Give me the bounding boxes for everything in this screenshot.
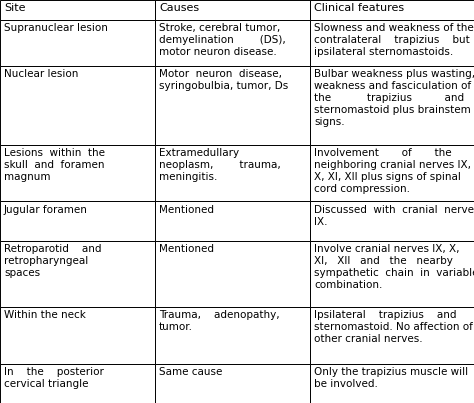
Bar [310,0,474,20]
Bar [155,364,310,403]
Bar [310,202,474,241]
Bar [155,145,310,202]
Text: Trauma,    adenopathy,
tumor.: Trauma, adenopathy, tumor. [159,310,280,332]
Text: Causes: Causes [159,3,199,13]
Text: Retroparotid    and
retropharyngeal
spaces: Retroparotid and retropharyngeal spaces [4,244,101,278]
Bar [0,307,155,364]
Text: Involvement       of       the
neighboring cranial nerves IX,
X, XI, XII plus si: Involvement of the neighboring cranial n… [314,148,471,194]
Text: In    the    posterior
cervical triangle: In the posterior cervical triangle [4,367,104,389]
Text: Extramedullary
neoplasm,        trauma,
meningitis.: Extramedullary neoplasm, trauma, meningi… [159,148,281,182]
Bar [0,0,155,20]
Bar [310,20,474,66]
Bar [155,20,310,66]
Bar [0,241,155,307]
Bar [310,241,474,307]
Text: Bulbar weakness plus wasting,
weakness and fasciculation of
the           trapiz: Bulbar weakness plus wasting, weakness a… [314,69,474,127]
Text: Within the neck: Within the neck [4,310,86,320]
Bar [0,66,155,145]
Text: Discussed  with  cranial  nerve
IX.: Discussed with cranial nerve IX. [314,205,474,227]
Bar [155,241,310,307]
Bar [0,364,155,403]
Text: Mentioned: Mentioned [159,205,214,215]
Text: Involve cranial nerves IX, X,
XI,   XII   and   the   nearby
sympathetic  chain : Involve cranial nerves IX, X, XI, XII an… [314,244,474,290]
Text: Motor  neuron  disease,
syringobulbia, tumor, Ds: Motor neuron disease, syringobulbia, tum… [159,69,288,91]
Text: Clinical features: Clinical features [314,3,404,13]
Bar [0,202,155,241]
Text: Only the trapizius muscle will
be involved.: Only the trapizius muscle will be involv… [314,367,468,389]
Bar [310,66,474,145]
Text: Lesions  within  the
skull  and  foramen
magnum: Lesions within the skull and foramen mag… [4,148,105,182]
Bar [310,364,474,403]
Text: Supranuclear lesion: Supranuclear lesion [4,23,108,33]
Bar [155,66,310,145]
Text: Ipsilateral    trapizius    and
sternomastoid. No affection of
other cranial ner: Ipsilateral trapizius and sternomastoid.… [314,310,473,344]
Bar [310,145,474,202]
Text: Site: Site [4,3,26,13]
Bar [0,20,155,66]
Text: Jugular foramen: Jugular foramen [4,205,88,215]
Text: Nuclear lesion: Nuclear lesion [4,69,78,79]
Bar [310,307,474,364]
Bar [155,0,310,20]
Text: Same cause: Same cause [159,367,222,377]
Bar [0,145,155,202]
Bar [155,307,310,364]
Bar [155,202,310,241]
Text: Mentioned: Mentioned [159,244,214,254]
Text: Stroke, cerebral tumor,
demyelination        (DS),
motor neuron disease.: Stroke, cerebral tumor, demyelination (D… [159,23,286,57]
Text: Slowness and weakness of the
contralateral    trapizius    but
ipsilateral stern: Slowness and weakness of the contralater… [314,23,474,57]
